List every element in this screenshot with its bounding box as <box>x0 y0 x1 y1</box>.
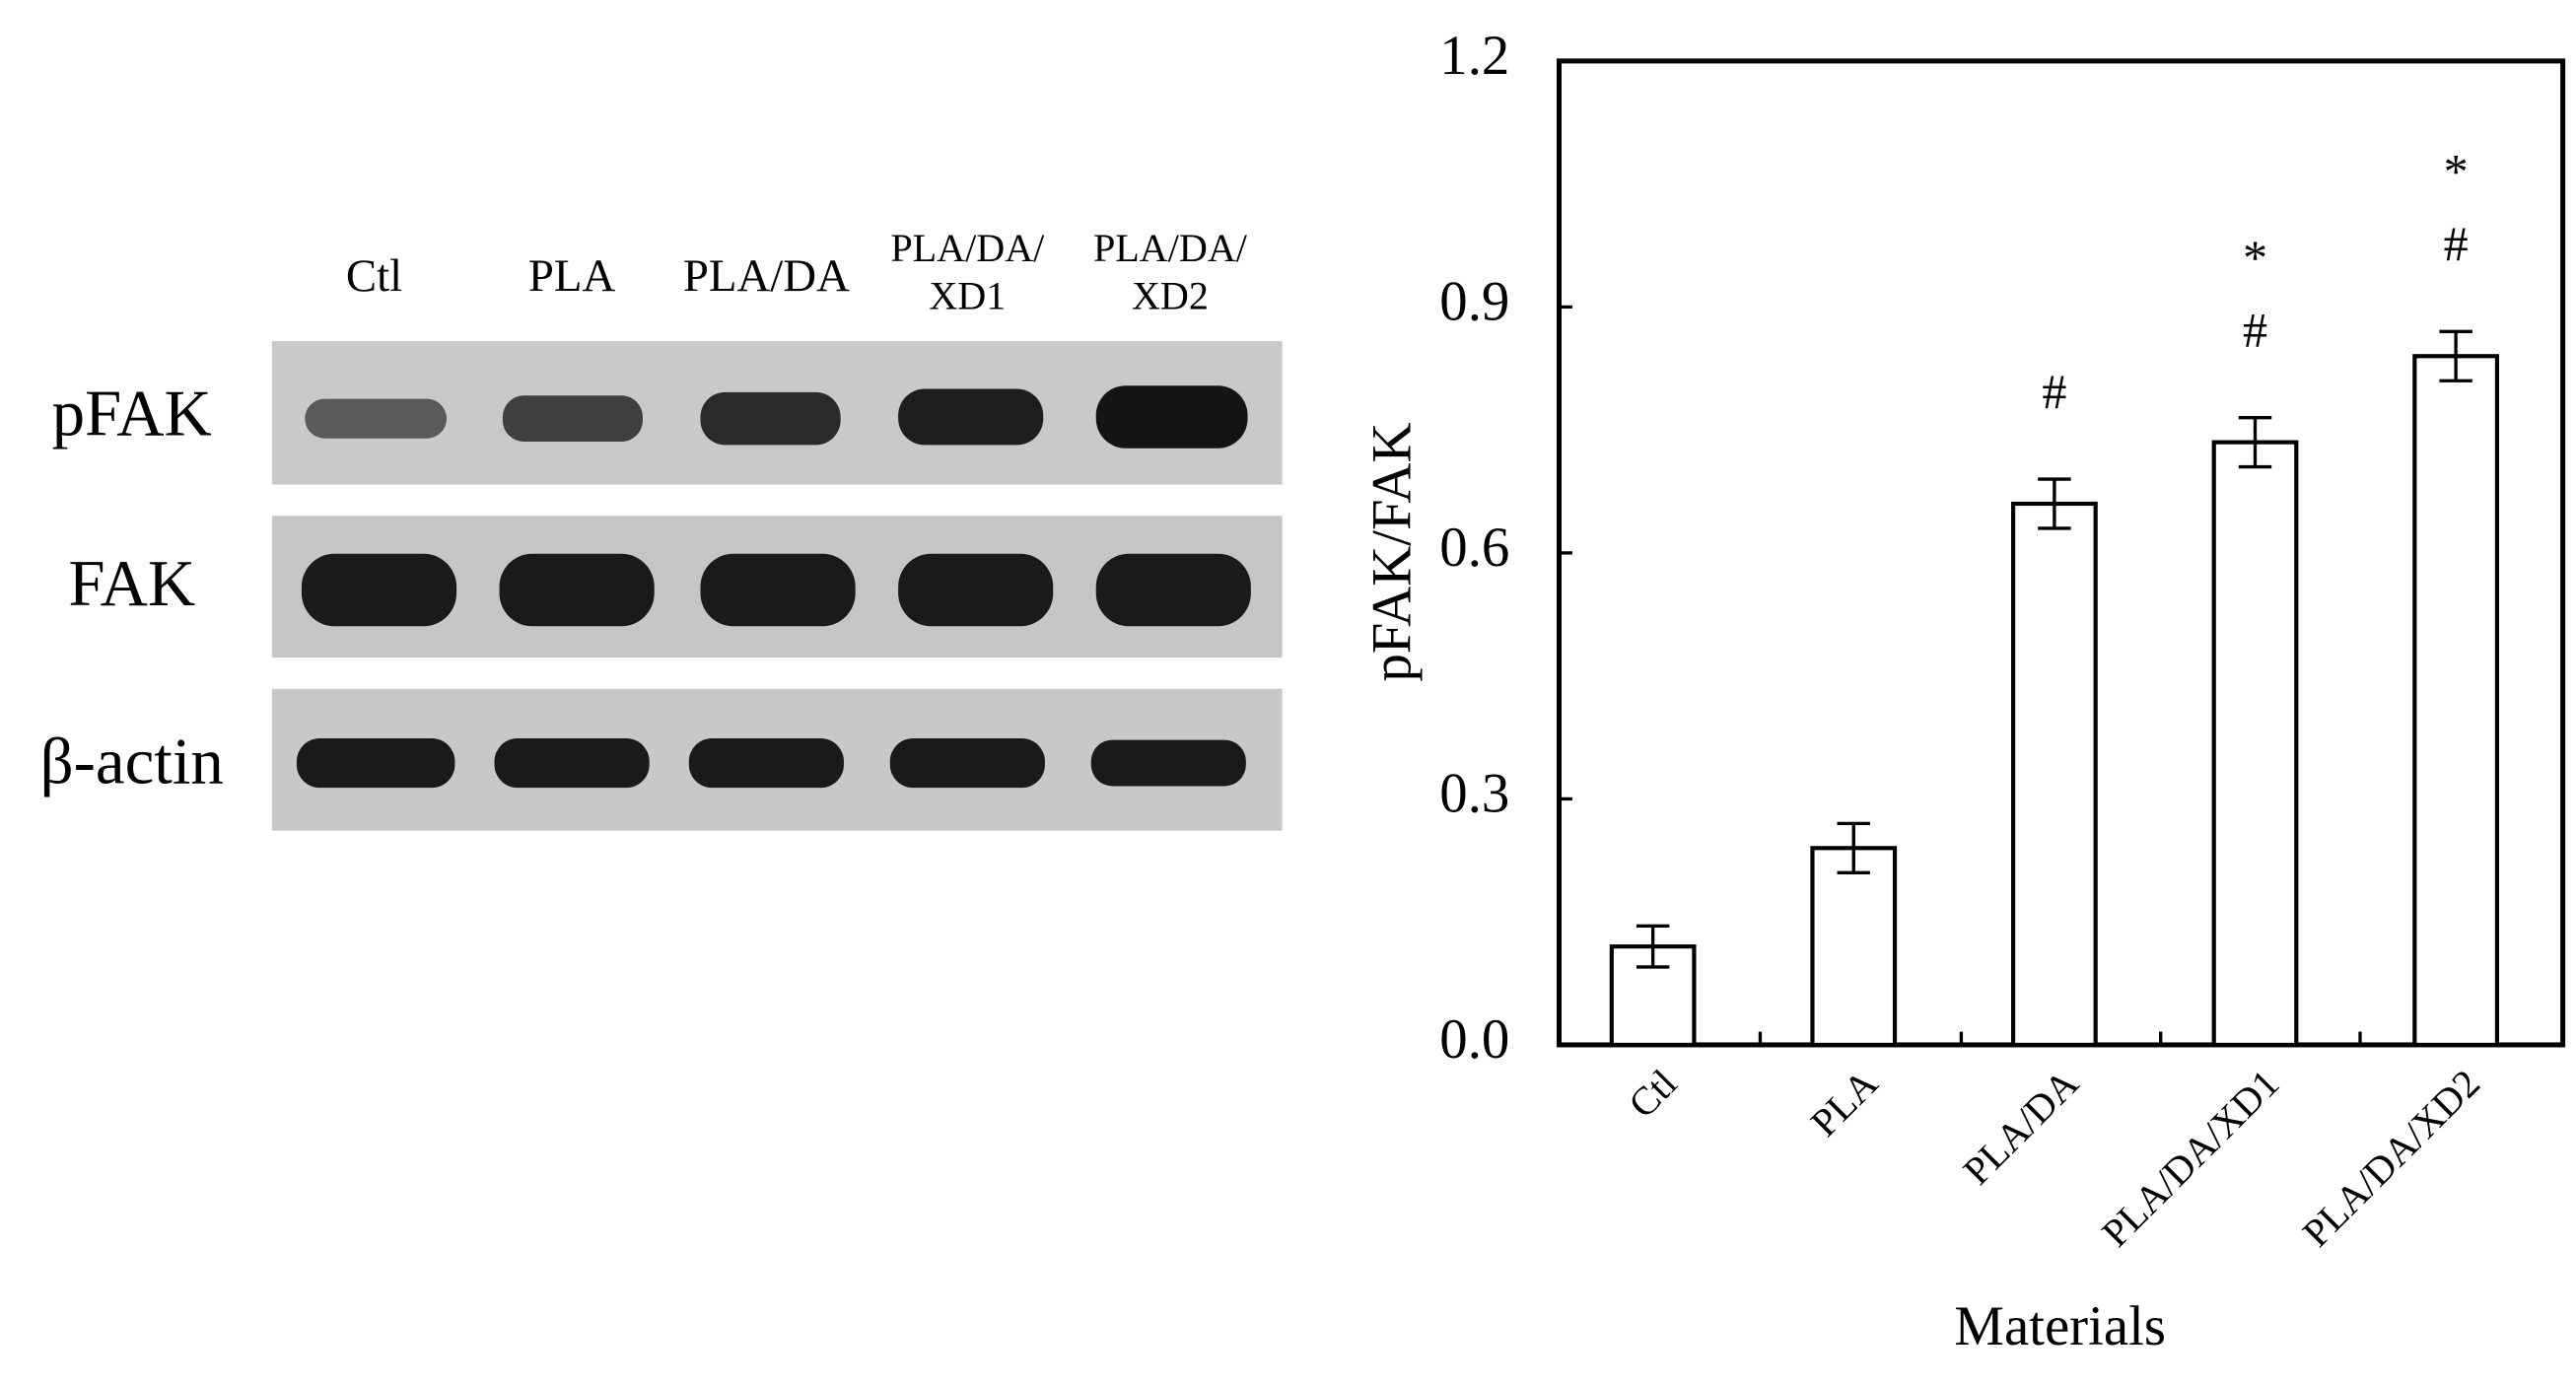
lane-label: XD1 <box>929 273 1006 317</box>
band <box>898 553 1054 627</box>
band <box>305 398 448 439</box>
band <box>1095 385 1248 449</box>
bar <box>2211 440 2299 1048</box>
band <box>889 737 1045 789</box>
band <box>494 737 650 789</box>
bar-chart: pFAK/FAK Materials <box>1361 58 2566 1357</box>
lane-label: PLA/DA <box>683 250 850 302</box>
lane-label: PLA <box>528 250 616 302</box>
band <box>898 388 1044 446</box>
y-tick-label: 0.9 <box>1439 270 1509 332</box>
band <box>296 737 455 789</box>
significance-mark: # <box>2444 216 2469 271</box>
significance-mark: # <box>2042 364 2066 419</box>
band <box>700 391 841 446</box>
y-tick-label: 1.2 <box>1439 25 1509 87</box>
y-axis-label: pFAK/FAK <box>1361 422 1424 681</box>
y-tick-label: 0.0 <box>1439 1008 1509 1071</box>
row-label: β-actin <box>40 725 224 797</box>
band <box>700 553 856 627</box>
band <box>1090 739 1246 787</box>
significance-mark: # <box>2243 303 2267 358</box>
band <box>1095 553 1251 627</box>
western-blot <box>271 341 1283 831</box>
lane-label: PLA/DA/ <box>1093 226 1248 270</box>
x-tick-label: PLA/DA <box>1955 1061 2087 1193</box>
x-tick-label: Ctl <box>1620 1061 1686 1127</box>
x-tick-label: PLA/DA/XD2 <box>2294 1061 2488 1255</box>
bar <box>2010 501 2098 1048</box>
x-tick-label: PLA/DA/XD1 <box>2093 1061 2287 1255</box>
row-label: pFAK <box>52 378 212 450</box>
bands <box>296 385 1251 789</box>
row-label: FAK <box>68 547 195 620</box>
bar <box>2412 354 2500 1048</box>
band <box>688 737 844 789</box>
band <box>499 553 655 627</box>
bar <box>1810 846 1898 1048</box>
significance-mark: * <box>2444 144 2469 199</box>
lane-label: Ctl <box>346 250 402 302</box>
x-tick-label: PLA <box>1802 1061 1886 1144</box>
significance-mark: * <box>2243 230 2267 285</box>
lane-label: XD2 <box>1132 273 1209 317</box>
category-ticks <box>1758 1031 2362 1045</box>
lane-label: PLA/DA/ <box>890 226 1045 270</box>
x-axis-label: Materials <box>1954 1295 2166 1357</box>
y-tick-label: 0.3 <box>1439 762 1509 824</box>
band <box>301 553 457 627</box>
band <box>502 395 643 443</box>
y-tick-label: 0.6 <box>1439 517 1509 579</box>
